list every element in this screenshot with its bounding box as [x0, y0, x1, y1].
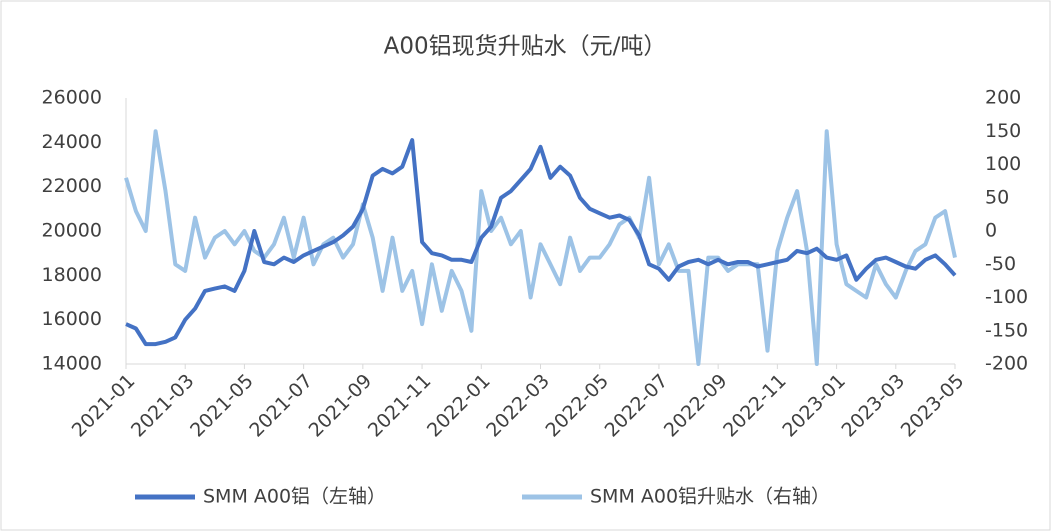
y-tick-label: 20000 — [42, 220, 102, 242]
legend-label: SMM A00铝升贴水（右轴） — [590, 486, 830, 508]
y2-tick-label: 50 — [985, 186, 1009, 208]
y2-tick-label: -200 — [985, 353, 1028, 375]
y-tick-label: 24000 — [42, 131, 102, 153]
y-tick-label: 22000 — [42, 175, 102, 197]
y-tick-label: 14000 — [42, 353, 102, 375]
y-tick-label: 16000 — [42, 308, 102, 330]
y2-tick-label: 200 — [985, 87, 1021, 109]
chart-title: A00铝现货升贴水（元/吨） — [384, 34, 667, 60]
series-line — [125, 138, 957, 347]
y-tick-label: 26000 — [42, 87, 102, 109]
y2-tick-label: -50 — [985, 253, 1016, 275]
legend-label: SMM A00铝（左轴） — [203, 486, 386, 508]
y-tick-label: 18000 — [42, 264, 102, 286]
y2-tick-label: 150 — [985, 120, 1021, 142]
y2-tick-label: -150 — [985, 319, 1028, 341]
y2-tick-label: 100 — [985, 153, 1021, 175]
y2-tick-label: 0 — [985, 220, 997, 242]
y2-tick-label: -100 — [985, 286, 1028, 308]
